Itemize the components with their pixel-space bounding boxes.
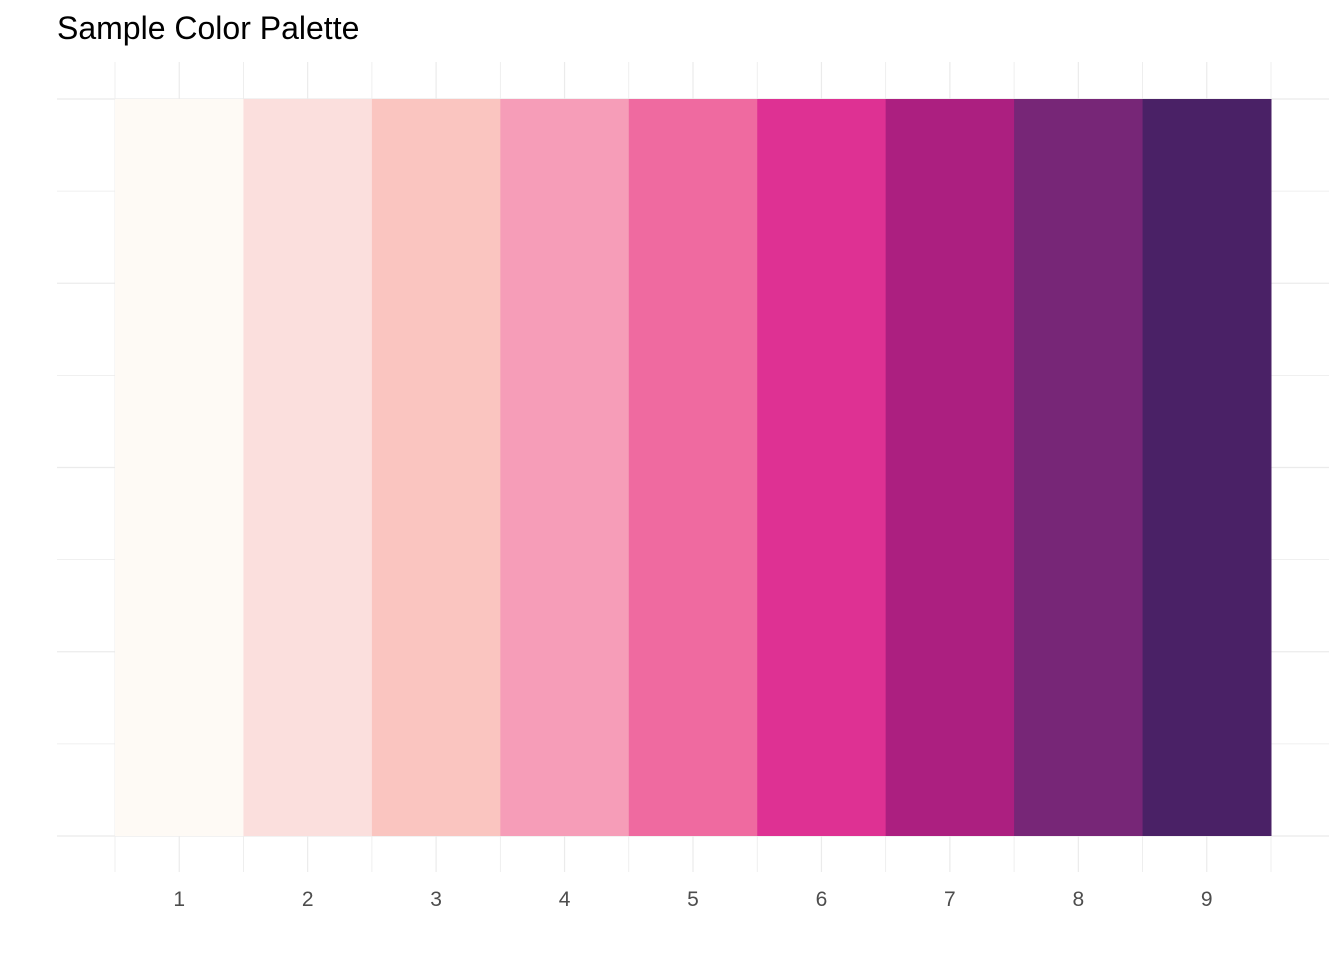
x-tick-label: 7 (944, 888, 956, 911)
palette-tile-5 (628, 99, 758, 836)
x-tick-label: 8 (1072, 888, 1084, 911)
x-tick-label: 1 (173, 888, 185, 911)
x-tick-label: 2 (302, 888, 314, 911)
x-tick-label: 4 (559, 888, 571, 911)
palette-tiles (115, 99, 1272, 836)
palette-tile-9 (1142, 99, 1272, 836)
x-axis-ticks: 1 2 3 4 5 6 7 8 9 (173, 888, 1212, 911)
x-tick-label: 3 (430, 888, 442, 911)
palette-tile-7 (885, 99, 1015, 836)
palette-tile-3 (371, 99, 501, 836)
palette-tile-4 (500, 99, 630, 836)
palette-tile-1 (115, 99, 244, 836)
chart-title: Sample Color Palette (57, 10, 360, 46)
palette-tile-2 (243, 99, 373, 836)
x-tick-label: 6 (816, 888, 828, 911)
palette-tile-8 (1014, 99, 1144, 836)
x-tick-label: 9 (1201, 888, 1213, 911)
palette-tile-6 (757, 99, 887, 836)
x-tick-label: 5 (687, 888, 699, 911)
